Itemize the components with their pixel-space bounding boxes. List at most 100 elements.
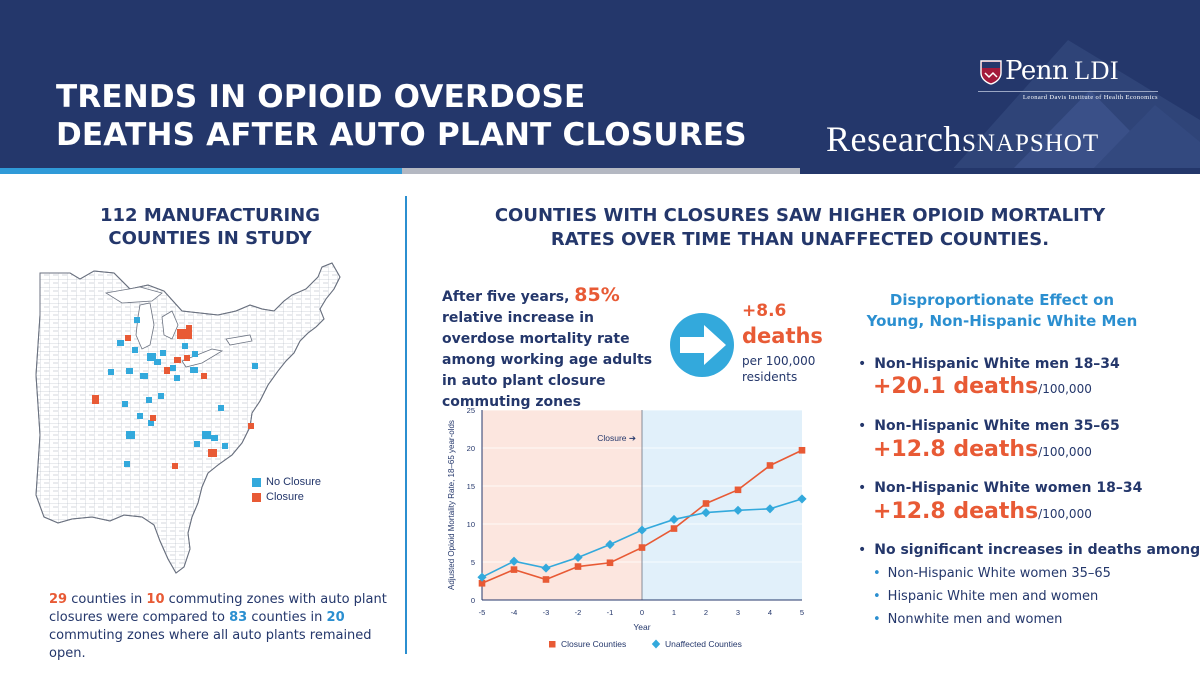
- title-line-2: DEATHS AFTER AUTO PLANT CLOSURES: [56, 117, 747, 153]
- data-point: [542, 576, 550, 583]
- bullet-icon: •: [858, 542, 867, 558]
- snapshot-research: Research: [826, 119, 962, 159]
- y-tick-label: 10: [467, 520, 475, 529]
- data-point: [766, 462, 774, 469]
- sub-bullet-icon: •: [873, 589, 881, 604]
- group-value: +20.1 deaths/100,000: [873, 374, 1092, 399]
- bullet-icon: •: [858, 480, 867, 496]
- penn-shield-icon: [980, 60, 1002, 85]
- note-text-3: counties in: [247, 610, 327, 625]
- legend-marker: [651, 639, 661, 649]
- x-tick-label: -4: [511, 608, 518, 617]
- x-tick-label: 1: [672, 608, 676, 617]
- group-item: • Non-Hispanic White men 18–34: [858, 356, 1120, 372]
- y-tick-label: 20: [467, 444, 475, 453]
- x-tick-label: 2: [704, 608, 708, 617]
- closure-annotation: Closure ➔: [597, 433, 637, 443]
- no-sig-item-text: Nonwhite men and women: [887, 612, 1063, 627]
- note-closure-zones: 10: [146, 592, 165, 607]
- y-axis-label: Adjusted Opioid Mortality Rate, 18–65 ye…: [447, 420, 456, 590]
- mortality-line-chart: 0 5 10 15 20 25 -5 -4 -3 -2 -1 0 1 2 3 4 5 Closure ➔ Yea…: [447, 406, 807, 649]
- five-year-stat: After five years, 85% relative increase i…: [442, 285, 664, 413]
- no-sig-item: • Non-Hispanic White women 35–65: [873, 566, 1111, 581]
- sub-bullet-icon: •: [873, 612, 881, 627]
- right-title-line-2: RATES OVER TIME THAN UNAFFECTED COUNTIES…: [550, 229, 1050, 250]
- sub-bullet-icon: •: [873, 566, 881, 581]
- no-sig-item: • Hispanic White men and women: [873, 589, 1098, 604]
- closure-counties: [92, 325, 254, 469]
- legend-marker: [549, 641, 556, 648]
- per-residents-label: per 100,000 residents: [742, 354, 816, 384]
- bullet-icon: •: [858, 356, 867, 372]
- stat-prefix: After five years,: [442, 289, 575, 305]
- note-text-4: commuting zones where all auto plants re…: [49, 628, 372, 661]
- logo-penn: Penn: [1005, 56, 1069, 86]
- note-closure-counties: 29: [49, 592, 68, 607]
- data-point: [734, 486, 742, 494]
- band-navy: [800, 168, 1200, 174]
- no-closure-counties: [108, 317, 258, 467]
- group-deaths: +20.1 deaths: [873, 374, 1039, 399]
- deaths-label: deaths: [742, 324, 823, 348]
- data-point: [669, 514, 679, 525]
- data-point: [477, 572, 487, 582]
- legend-closure: Closure: [266, 491, 304, 503]
- deaths-increase-value: +8.6: [742, 301, 787, 321]
- x-axis-label: Year: [633, 622, 650, 632]
- x-tick-label: 3: [736, 608, 740, 617]
- data-point: [478, 579, 486, 587]
- county-map: [35, 262, 341, 574]
- group-unit: /100,000: [1038, 507, 1092, 521]
- title-line-1: TRENDS IN OPIOID OVERDOSE: [56, 79, 586, 115]
- legend-label: Closure Counties: [561, 639, 626, 649]
- data-point: [509, 556, 519, 566]
- x-tick-label: -2: [575, 608, 582, 617]
- snapshot-word: SNAPSHOT: [961, 130, 1100, 157]
- logo-wordmark: Penn LDI: [1005, 56, 1119, 86]
- note-open-counties: 83: [229, 610, 248, 625]
- no-sig-item-text: Hispanic White men and women: [887, 589, 1099, 604]
- header-banner: TRENDS IN OPIOID OVERDOSE DEATHS AFTER A…: [0, 0, 1200, 172]
- data-point: [765, 504, 775, 514]
- group-deaths: +12.8 deaths: [873, 499, 1039, 524]
- x-tick-label: 4: [768, 608, 772, 617]
- eastern-us-outline: [35, 262, 341, 574]
- x-tick-label: 5: [800, 608, 804, 617]
- group-value: +12.8 deaths/100,000: [873, 437, 1092, 462]
- chart-legend: Closure Counties Unaffected Counties: [549, 639, 742, 649]
- data-point: [797, 494, 807, 504]
- page-title: TRENDS IN OPIOID OVERDOSE DEATHS AFTER A…: [56, 78, 747, 154]
- stat-percent: 85%: [574, 284, 620, 306]
- legend-closure-swatch: [252, 493, 261, 502]
- no-sig-label: No significant increases in deaths among…: [874, 542, 1200, 558]
- logo-subtitle: Leonard Davis Institute of Health Econom…: [978, 91, 1158, 101]
- pre-closure-shading: [482, 410, 642, 600]
- disp-title-line-2: Young, Non-Hispanic White Men: [866, 312, 1138, 330]
- band-gray: [402, 168, 800, 174]
- data-point: [702, 500, 710, 507]
- group-label: Non-Hispanic White men 35–65: [874, 418, 1120, 434]
- no-sig-item: • Nonwhite men and women: [873, 612, 1062, 627]
- data-point: [574, 563, 582, 570]
- legend-no-closure-swatch: [252, 478, 261, 487]
- data-point: [733, 505, 743, 515]
- y-tick-label: 5: [471, 558, 475, 567]
- data-point: [638, 544, 646, 551]
- left-panel-title: 112 MANUFACTURING COUNTIES IN STUDY: [40, 204, 380, 250]
- legend-label: Unaffected Counties: [665, 639, 742, 649]
- group-unit: /100,000: [1038, 382, 1092, 396]
- x-tick-label: -5: [479, 608, 486, 617]
- no-significant-heading: • No significant increases in deaths amon…: [858, 542, 1200, 558]
- no-sig-item-text: Non-Hispanic White women 35–65: [887, 566, 1111, 581]
- note-open-zones: 20: [326, 610, 345, 625]
- stat-description: relative increase in overdose mortality …: [442, 310, 653, 410]
- chart-axes: [481, 410, 802, 601]
- post-closure-shading: [642, 410, 802, 600]
- data-point: [670, 525, 678, 532]
- data-point: [510, 566, 518, 573]
- group-label: Non-Hispanic White men 18–34: [874, 356, 1120, 372]
- legend-no-closure: No Closure: [266, 476, 322, 488]
- group-deaths: +12.8 deaths: [873, 437, 1039, 462]
- data-point: [798, 446, 806, 454]
- y-tick-label: 0: [471, 596, 475, 605]
